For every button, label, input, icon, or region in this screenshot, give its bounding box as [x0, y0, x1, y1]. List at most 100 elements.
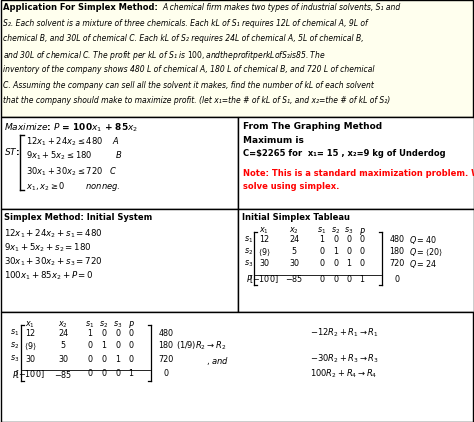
Text: $P$: $P$	[128, 319, 135, 330]
Text: 180: 180	[158, 341, 173, 351]
Text: 0: 0	[334, 260, 338, 268]
Text: A chemical firm makes two types of industrial solvents, S₁ and: A chemical firm makes two types of indus…	[162, 3, 400, 12]
Text: that the company should make to maximize profit. (let x₁=the # of kL of S₁, and : that the company should make to maximize…	[3, 96, 390, 105]
Text: $100x_1 + 85x_2 + P = 0$: $100x_1 + 85x_2 + P = 0$	[4, 269, 94, 281]
Text: $-30R_2 + R_3 \rightarrow R_3$: $-30R_2 + R_3 \rightarrow R_3$	[310, 353, 379, 365]
Text: 0: 0	[128, 354, 134, 363]
Text: 30: 30	[259, 260, 269, 268]
Text: 12: 12	[259, 235, 269, 244]
Text: $P$: $P$	[246, 273, 253, 284]
Text: $[-100]$: $[-100]$	[15, 368, 45, 380]
Text: Application For Simplex Method:: Application For Simplex Method:	[3, 3, 158, 12]
Text: 30: 30	[58, 354, 68, 363]
Text: 0: 0	[116, 370, 120, 379]
Text: 0: 0	[359, 260, 365, 268]
Text: $s_1$: $s_1$	[10, 328, 19, 338]
Text: $s_1$: $s_1$	[318, 226, 327, 236]
Bar	[1, 117, 238, 209]
Text: 0: 0	[346, 235, 352, 244]
Text: $s_3$: $s_3$	[10, 354, 19, 364]
Text: 0: 0	[346, 247, 352, 257]
Text: $s_2$: $s_2$	[10, 341, 19, 351]
Text: $12x_1 + 24x_2 \leq 480$    $A$: $12x_1 + 24x_2 \leq 480$ $A$	[26, 135, 119, 148]
Text: $12x_1 + 24x_2 + s_1 = 480$: $12x_1 + 24x_2 + s_1 = 480$	[4, 227, 102, 240]
Text: 1: 1	[128, 370, 134, 379]
Bar	[1, 209, 238, 312]
Text: $9x_1 + 5x_2 \leq 180$         $B$: $9x_1 + 5x_2 \leq 180$ $B$	[26, 150, 122, 162]
Text: 0: 0	[88, 370, 92, 379]
Text: 5: 5	[61, 341, 65, 351]
Text: $s_2$: $s_2$	[331, 226, 341, 236]
Text: 0: 0	[88, 341, 92, 351]
Text: 30: 30	[25, 354, 35, 363]
Text: 1: 1	[88, 328, 92, 338]
Text: $s_1$: $s_1$	[85, 319, 95, 330]
Text: 0: 0	[88, 354, 92, 363]
Text: 0: 0	[128, 328, 134, 338]
Text: From The Graphing Method: From The Graphing Method	[243, 122, 382, 131]
Text: $Q = 40$: $Q = 40$	[409, 234, 437, 246]
Text: and 30L of chemical C. The profit per kL of S₁ is $100, and the profit per kL of: and 30L of chemical C. The profit per kL…	[3, 49, 326, 62]
Text: 0: 0	[394, 274, 400, 284]
Text: inventory of the company shows 480 L of chemical A, 180 L of chemical B, and 720: inventory of the company shows 480 L of …	[3, 65, 374, 74]
Text: $s_3$: $s_3$	[344, 226, 354, 236]
Text: 720: 720	[389, 260, 405, 268]
Text: $\mathit{Maximize}$: $P$ = 100$x_1$ + 85$x_2$: $\mathit{Maximize}$: $P$ = 100$x_1$ + 85…	[4, 122, 138, 135]
Text: , $\mathit{and}$: , $\mathit{and}$	[206, 355, 229, 367]
Text: 1: 1	[359, 274, 365, 284]
Text: C. Assuming the company can sell all the solvent it makes, find the number of kL: C. Assuming the company can sell all the…	[3, 81, 374, 89]
Text: 0: 0	[164, 370, 168, 379]
Text: 720: 720	[158, 354, 173, 363]
Text: $P$: $P$	[11, 368, 18, 379]
Text: 0: 0	[101, 370, 107, 379]
Text: 0: 0	[128, 341, 134, 351]
Text: $Q = \langle20\rangle$: $Q = \langle20\rangle$	[409, 246, 443, 257]
Text: $x_2$: $x_2$	[289, 226, 299, 236]
Text: $P$: $P$	[359, 226, 365, 237]
Text: $s_3$: $s_3$	[244, 259, 254, 269]
Text: $x_1$: $x_1$	[25, 319, 35, 330]
Text: 0: 0	[359, 247, 365, 257]
Text: $-12R_2 + R_1 \rightarrow R_1$: $-12R_2 + R_1 \rightarrow R_1$	[310, 327, 379, 339]
Text: 1: 1	[346, 260, 352, 268]
Text: 1: 1	[116, 354, 120, 363]
Text: 5: 5	[292, 247, 297, 257]
Text: 24: 24	[58, 328, 68, 338]
Text: 0: 0	[116, 328, 120, 338]
Text: 0: 0	[346, 274, 352, 284]
Text: $\langle9\rangle$: $\langle9\rangle$	[258, 246, 270, 257]
Text: 0: 0	[319, 260, 325, 268]
Text: C=$2265 for  x₁= 15 , x₂=9 kg of Underdog: C=$2265 for x₁= 15 , x₂=9 kg of Underdog	[243, 149, 446, 158]
Text: Maximum is: Maximum is	[243, 136, 304, 145]
Bar	[1, 0, 473, 117]
Text: 0: 0	[334, 274, 338, 284]
Text: $\langle9\rangle$: $\langle9\rangle$	[24, 341, 36, 352]
Text: $-85$: $-85$	[285, 273, 303, 284]
Text: S₂. Each solvent is a mixture of three chemicals. Each kL of S₁ requires 12L of : S₂. Each solvent is a mixture of three c…	[3, 19, 368, 27]
Text: $s_2$: $s_2$	[100, 319, 109, 330]
Text: $s_3$: $s_3$	[113, 319, 123, 330]
Text: 30: 30	[289, 260, 299, 268]
Text: 0: 0	[116, 341, 120, 351]
Text: 1: 1	[319, 235, 325, 244]
Text: 0: 0	[359, 235, 365, 244]
Text: $30x_1 + 30x_2 \leq 720$   $C$: $30x_1 + 30x_2 \leq 720$ $C$	[26, 165, 118, 178]
Bar	[1, 312, 473, 422]
Text: Initial Simplex Tableau: Initial Simplex Tableau	[242, 213, 350, 222]
Bar	[238, 209, 474, 312]
Text: chemical B, and 30L of chemical C. Each kL of S₂ requires 24L of chemical A, 5L : chemical B, and 30L of chemical C. Each …	[3, 34, 364, 43]
Text: 0: 0	[101, 354, 107, 363]
Text: Simplex Method: Initial System: Simplex Method: Initial System	[4, 213, 152, 222]
Text: $s_1$: $s_1$	[245, 235, 254, 245]
Text: 0: 0	[334, 235, 338, 244]
Text: 1: 1	[334, 247, 338, 257]
Text: 480: 480	[158, 328, 173, 338]
Text: 180: 180	[390, 247, 404, 257]
Text: $\mathit{ST}$:: $\mathit{ST}$:	[4, 146, 20, 157]
Text: 0: 0	[319, 274, 325, 284]
Text: $s_2$: $s_2$	[245, 247, 254, 257]
Text: $(1/9)R_2 \rightarrow R_2$: $(1/9)R_2 \rightarrow R_2$	[176, 340, 226, 352]
Text: $9x_1 + 5x_2 + s_2 = 180$: $9x_1 + 5x_2 + s_2 = 180$	[4, 241, 91, 254]
Text: 24: 24	[289, 235, 299, 244]
Text: 0: 0	[319, 247, 325, 257]
